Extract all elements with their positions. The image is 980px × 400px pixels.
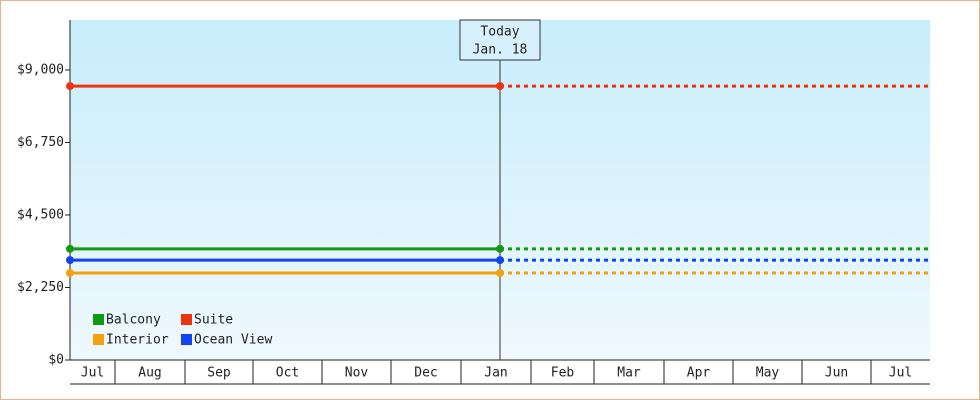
x-tick-label: Jul [889,366,912,381]
x-tick-label: May [756,366,780,381]
series-marker [66,256,74,265]
x-tick-label: Oct [276,366,299,381]
series-marker [496,256,504,265]
y-tick-label: $6,750 [17,135,64,150]
series-marker [66,244,74,253]
x-tick-label: Mar [617,366,641,381]
x-tick-label: Jul [81,366,104,381]
x-tick-label: Dec [414,366,437,381]
series-marker [66,82,74,91]
series-marker [496,82,504,91]
series-marker [496,244,504,253]
y-tick-label: $0 [48,353,64,368]
legend-label: Balcony [106,313,161,328]
legend-swatch [93,314,104,325]
today-box [459,19,541,61]
legend-label: Interior [106,333,169,348]
x-tick-label: Aug [138,366,161,381]
y-tick-label: $2,250 [17,280,64,295]
legend-swatch [93,334,104,345]
today-date: Jan. 18 [473,43,528,58]
x-tick-label: Jun [825,366,848,381]
x-tick-label: Feb [551,366,575,381]
x-tick-label: Nov [345,366,369,381]
series-marker [66,268,74,277]
legend-swatch [181,314,192,325]
x-tick-label: Jan [484,366,507,381]
x-tick-label: Apr [687,366,711,381]
y-tick-label: $9,000 [17,62,64,77]
legend-label: Suite [194,313,233,328]
legend-swatch [181,334,192,345]
today-label: Today [480,25,519,40]
x-tick-label: Sep [207,366,231,381]
legend-label: Ocean View [194,333,272,348]
y-tick-label: $4,500 [17,207,64,222]
series-marker [496,268,504,277]
